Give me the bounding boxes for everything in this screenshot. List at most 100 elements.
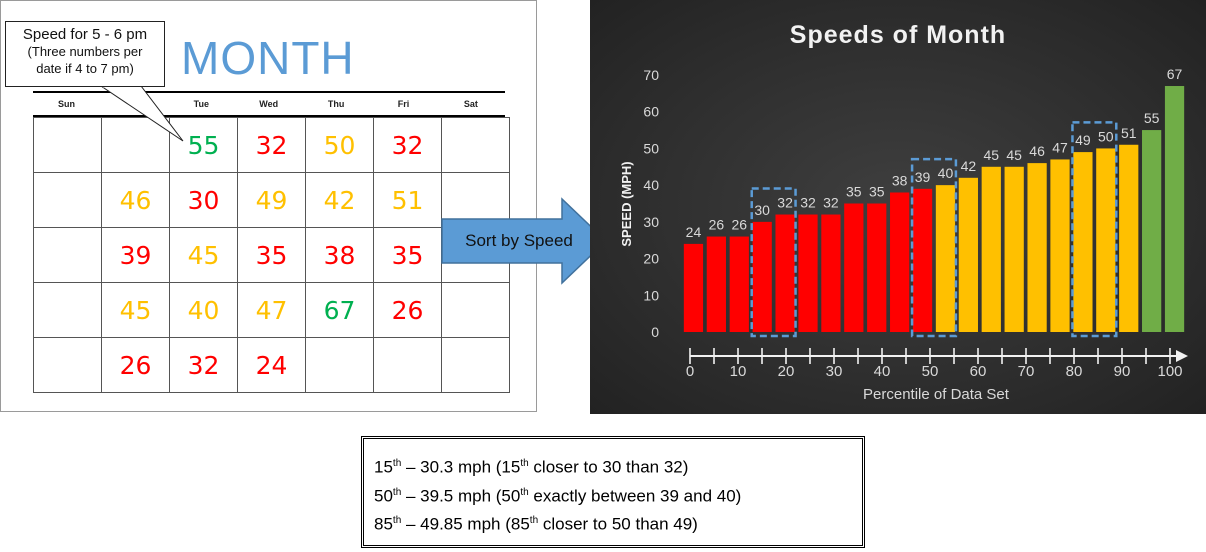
- day-label: Sat: [463, 99, 478, 109]
- bar-value-label: 32: [777, 195, 793, 211]
- calendar-day-cell: [33, 282, 102, 338]
- bar: [912, 188, 933, 332]
- percentile-note: 15th – 30.3 mph (15th closer to 30 than …: [374, 451, 852, 480]
- day-label: Thu: [327, 99, 345, 109]
- bar: [958, 177, 978, 332]
- y-tick-label: 40: [643, 177, 659, 193]
- x-tick-label: 0: [686, 363, 694, 380]
- sort-arrow-label: Sort by Speed: [465, 231, 573, 250]
- x-tick-label: 20: [778, 363, 795, 380]
- bar: [729, 236, 749, 332]
- x-tick-label: 90: [1114, 363, 1131, 380]
- calendar-day-cell: [441, 282, 510, 338]
- callout-line-3: date if 4 to 7 pm): [36, 61, 134, 76]
- calendar-day-cell: 47: [237, 282, 306, 338]
- calendar-day-cell: 45: [169, 227, 238, 283]
- bar: [844, 203, 864, 332]
- percentile-note: 50th – 39.5 mph (50th exactly between 39…: [374, 480, 852, 509]
- calendar-day-cell: 24: [237, 337, 306, 393]
- calendar-day-cell: 50: [305, 117, 374, 173]
- bar-value-label: 46: [1029, 143, 1045, 159]
- calendar-week-row: 26 32 24: [33, 337, 510, 393]
- day-label: Fri: [397, 99, 410, 109]
- note-sup: th: [392, 458, 402, 469]
- bar-value-label: 39: [915, 169, 931, 185]
- bar-value-label: 26: [731, 217, 747, 233]
- bar-value-label: 50: [1098, 128, 1114, 144]
- bar: [1050, 159, 1070, 332]
- bar-value-label: 35: [869, 184, 885, 200]
- calendar-week-row: 45 40 47 67 26: [33, 282, 510, 338]
- bar-value-label: 26: [709, 217, 725, 233]
- y-tick-label: 50: [643, 140, 659, 156]
- x-axis-label: Percentile of Data Set: [863, 386, 1010, 403]
- calendar-day-cell: 32: [169, 337, 238, 393]
- y-tick-label: 20: [643, 251, 659, 267]
- note-pct: 50: [374, 486, 393, 506]
- callout-line-2: (Three numbers per: [27, 44, 143, 59]
- bar-value-label: 35: [846, 184, 862, 200]
- bar-value-label: 40: [938, 165, 954, 181]
- y-tick-label: 0: [651, 324, 659, 340]
- x-tick-label: 70: [1018, 363, 1035, 380]
- x-tick-label: 50: [922, 363, 939, 380]
- note-tail: exactly between 39 and 40): [528, 486, 742, 506]
- bar: [798, 214, 818, 332]
- bar: [981, 166, 1001, 332]
- calendar-day-cell: 39: [101, 227, 170, 283]
- note-tail: closer to 50 than 49): [538, 514, 698, 534]
- note-tail: closer to 30 than 32): [528, 457, 689, 477]
- calendar-day-cell: 35: [237, 227, 306, 283]
- percentile-notes-box: 15th – 30.3 mph (15th closer to 30 than …: [361, 436, 865, 548]
- chart-title: Speeds of Month: [790, 21, 1006, 49]
- note-mid: – 49.85 mph (85: [401, 514, 530, 534]
- highlight-box: [1071, 121, 1118, 338]
- calendar-day-cell: 35: [373, 227, 442, 283]
- calendar-day-cell: 32: [237, 117, 306, 173]
- bar: [752, 221, 772, 332]
- calendar-day-cell: [373, 337, 442, 393]
- bar-value-label: 38: [892, 172, 908, 188]
- bar: [935, 185, 956, 332]
- speed-bar-chart: Speeds of Month 0 10 20 30 40 50 60 70 SPEED (MPH…: [619, 21, 1188, 403]
- calendar-day-cell: 51: [373, 172, 442, 228]
- bar-value-label: 47: [1052, 139, 1068, 155]
- calendar-day-cell: 67: [305, 282, 374, 338]
- note-sup: th: [392, 486, 402, 498]
- note-pct: 85: [374, 514, 393, 534]
- bar: [1119, 144, 1139, 332]
- calendar-day-cell: 40: [169, 282, 238, 338]
- sort-arrow: [441, 197, 608, 285]
- calendar-day-cell: 30: [169, 172, 238, 228]
- calendar-title: MONTH: [181, 32, 355, 84]
- speed-chart-panel: Speeds of Month 0 10 20 30 40 50 60 70 SPEED (MPH…: [590, 0, 1206, 414]
- calendar-day-cell: 26: [101, 337, 170, 393]
- y-tick-label: 30: [643, 214, 659, 230]
- calendar-day-cell: 49: [237, 172, 306, 228]
- highlight-box: [750, 187, 797, 338]
- note-sup2: th: [529, 515, 539, 527]
- callout-line-1: Speed for 5 - 6 pm: [22, 26, 148, 43]
- note-sup2: th: [520, 458, 529, 469]
- calendar-day-cell: 45: [101, 282, 170, 338]
- bar-value-label: 32: [823, 195, 839, 211]
- calendar-day-cell: [441, 117, 510, 173]
- bar: [706, 236, 726, 332]
- bar: [1096, 148, 1116, 332]
- note-sup2: th: [520, 486, 529, 498]
- calendar-day-cell: 55: [169, 117, 238, 173]
- calendar-day-cell: [33, 337, 102, 393]
- x-tick-label: 80: [1066, 363, 1083, 380]
- calendar-week-row: 46 30 49 42 51: [33, 172, 510, 228]
- bar-value-label: 55: [1144, 110, 1160, 126]
- bar: [1142, 130, 1162, 332]
- bar-value-label: 51: [1121, 125, 1137, 141]
- calendar-day-header: Sun Tue Wed Thu Fri Sat: [33, 91, 505, 117]
- bar-value-label: 30: [754, 202, 770, 218]
- bar-value-label: 67: [1167, 66, 1183, 82]
- x-tick-label: 10: [730, 363, 747, 380]
- highlight-box: [910, 157, 958, 338]
- bar: [1027, 163, 1047, 332]
- calendar-day-cell: [305, 337, 374, 393]
- day-label: Wed: [259, 99, 279, 109]
